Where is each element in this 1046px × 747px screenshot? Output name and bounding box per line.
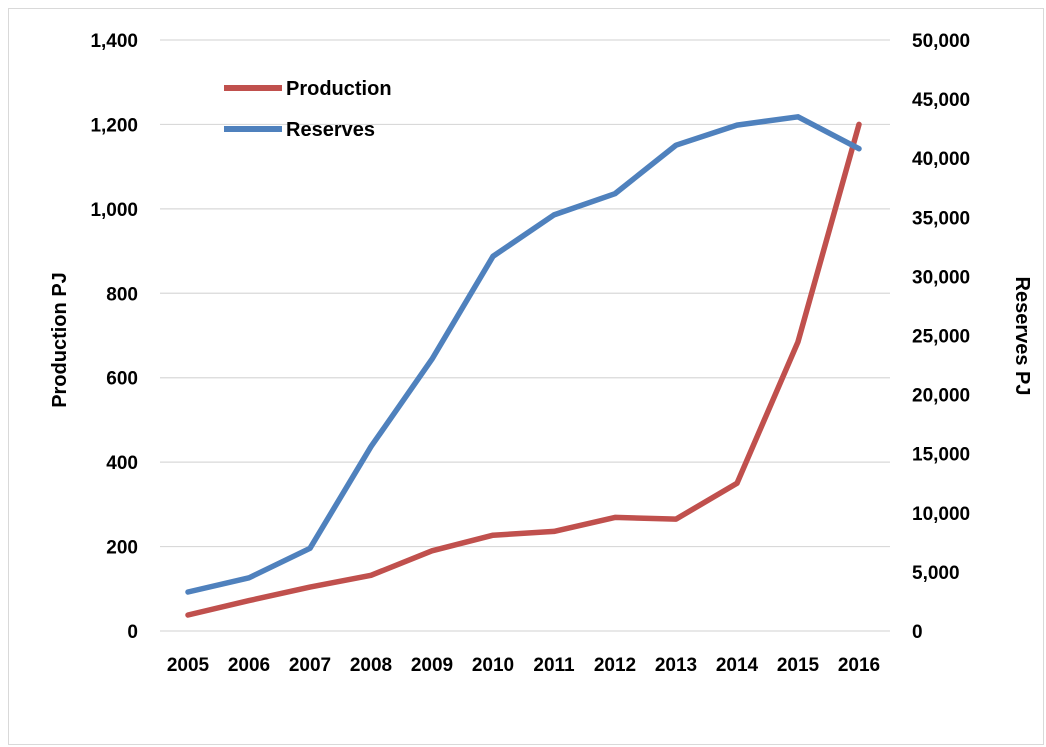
left-tick-label: 1,200 bbox=[90, 115, 138, 136]
right-tick-label: 10,000 bbox=[912, 504, 970, 525]
x-tick-label: 2007 bbox=[289, 655, 331, 676]
x-tick-label: 2013 bbox=[655, 655, 697, 676]
left-tick-label: 400 bbox=[106, 453, 138, 474]
right-tick-label: 40,000 bbox=[912, 149, 970, 170]
legend-label-reserves: Reserves bbox=[286, 119, 375, 141]
x-tick-label: 2014 bbox=[716, 655, 759, 676]
left-tick-label: 0 bbox=[127, 622, 138, 643]
left-tick-label: 200 bbox=[106, 538, 138, 559]
x-tick-label: 2005 bbox=[167, 655, 210, 676]
right-tick-label: 35,000 bbox=[912, 208, 970, 229]
x-axis-ticks: 2005 2006 2007 2008 2009 2010 2011 2012 2013 2014… bbox=[167, 655, 880, 676]
x-tick-label: 2009 bbox=[411, 655, 453, 676]
right-axis-title: Reserves PJ bbox=[1011, 277, 1033, 396]
x-tick-label: 2006 bbox=[228, 655, 270, 676]
right-axis-ticks: 0 5,000 10,000 15,000 20,000 25,000 30,000 35,0… bbox=[912, 31, 970, 643]
x-tick-label: 2016 bbox=[838, 655, 880, 676]
left-tick-label: 800 bbox=[106, 284, 138, 305]
right-tick-label: 20,000 bbox=[912, 386, 970, 407]
gridlines bbox=[160, 39, 890, 632]
x-tick-label: 2015 bbox=[777, 655, 820, 676]
right-tick-label: 5,000 bbox=[912, 563, 960, 584]
legend-label-production: Production bbox=[286, 78, 392, 100]
chart-frame bbox=[8, 8, 1044, 745]
series-lines bbox=[185, 114, 862, 618]
series-line-production bbox=[185, 121, 862, 618]
right-tick-label: 0 bbox=[912, 622, 923, 643]
x-tick-label: 2008 bbox=[350, 655, 392, 676]
right-tick-label: 45,000 bbox=[912, 90, 970, 111]
left-tick-label: 1,000 bbox=[90, 200, 138, 221]
series-line-reserves bbox=[185, 114, 862, 595]
right-tick-label: 30,000 bbox=[912, 267, 970, 288]
x-tick-label: 2012 bbox=[594, 655, 636, 676]
legend: Production Reserves bbox=[224, 78, 392, 141]
right-tick-label: 15,000 bbox=[912, 445, 970, 466]
left-axis-ticks: 0 200 400 600 800 1,000 1,200 1,400 bbox=[90, 31, 138, 643]
x-tick-label: 2011 bbox=[533, 655, 575, 676]
left-tick-label: 1,400 bbox=[90, 31, 138, 52]
right-tick-label: 50,000 bbox=[912, 31, 970, 52]
right-tick-label: 25,000 bbox=[912, 327, 970, 348]
x-tick-label: 2010 bbox=[472, 655, 514, 676]
left-axis-title: Production PJ bbox=[49, 272, 71, 408]
left-tick-label: 600 bbox=[106, 369, 138, 390]
